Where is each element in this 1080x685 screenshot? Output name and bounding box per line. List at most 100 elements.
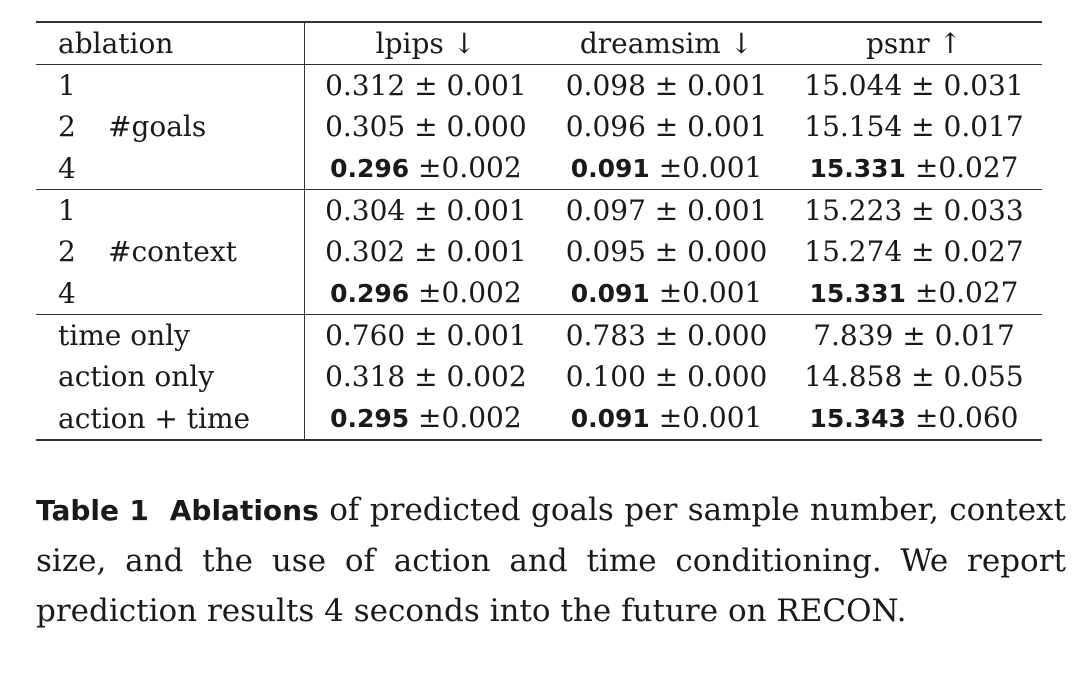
psnr-mean: 15.223	[804, 194, 903, 227]
psnr-mean: 15.331	[809, 279, 906, 308]
header-row: ablation lpips ↓ dreamsim ↓ psnr ↑	[36, 22, 1042, 65]
lpips-std: 0.002	[446, 360, 527, 393]
psnr-cell: 15.331 ±0.027	[809, 276, 1019, 309]
dreamsim-std: 0.001	[682, 401, 763, 434]
dreamsim-mean: 0.091	[570, 404, 650, 433]
dreamsim-mean: 0.098	[565, 69, 646, 102]
dreamsim-mean: 0.091	[570, 279, 650, 308]
lpips-mean: 0.760	[325, 319, 406, 352]
lpips-std: 0.001	[446, 69, 527, 102]
ablation-setting: time only	[36, 314, 305, 356]
table-row: 2 #context 0.302 ± 0.001 0.095 ± 0.000 15.27…	[36, 231, 1042, 272]
lpips-cell: 0.318 ± 0.002	[325, 360, 527, 393]
dreamsim-cell: 0.097 ± 0.001	[565, 194, 768, 227]
setting-value: 4	[58, 151, 76, 185]
caption-text: of predicted goals per sample number, co…	[36, 492, 1067, 629]
group-conditioning: time only 0.760 ± 0.001 0.783 ± 0.000 7.839…	[36, 314, 1042, 440]
ablation-setting: 4	[36, 147, 305, 190]
dreamsim-std: 0.001	[682, 276, 763, 309]
lpips-mean: 0.296	[330, 279, 410, 308]
lpips-cell: 0.296 ±0.002	[330, 151, 522, 184]
psnr-mean: 15.274	[804, 235, 903, 268]
lpips-cell: 0.760 ± 0.001	[325, 319, 527, 352]
psnr-mean: 7.839	[813, 319, 894, 352]
lpips-std: 0.000	[446, 110, 527, 143]
psnr-cell: 15.274 ± 0.027	[804, 235, 1024, 268]
dreamsim-cell: 0.098 ± 0.001	[565, 69, 768, 102]
setting-value: time only	[58, 319, 190, 352]
ablation-setting: action + time	[36, 397, 305, 440]
table-row: 1 0.304 ± 0.001 0.097 ± 0.001 15.223 ± 0.03…	[36, 189, 1042, 231]
dreamsim-std: 0.000	[687, 235, 768, 268]
lpips-std: 0.001	[446, 319, 527, 352]
psnr-std: 0.055	[943, 360, 1024, 393]
header-ablation: ablation	[36, 22, 305, 65]
table-row: time only 0.760 ± 0.001 0.783 ± 0.000 7.839…	[36, 314, 1042, 356]
setting-value: action + time	[58, 401, 251, 435]
dreamsim-mean: 0.783	[565, 319, 646, 352]
lpips-cell: 0.302 ± 0.001	[325, 235, 527, 268]
group-context: 1 0.304 ± 0.001 0.097 ± 0.001 15.223 ± 0.03…	[36, 189, 1042, 315]
psnr-std: 0.017	[934, 319, 1015, 352]
dreamsim-std: 0.001	[687, 110, 768, 143]
psnr-cell: 15.154 ± 0.017	[804, 110, 1024, 143]
dreamsim-std: 0.001	[687, 69, 768, 102]
lpips-std: 0.002	[441, 276, 522, 309]
psnr-mean: 14.858	[804, 360, 903, 393]
psnr-mean: 15.343	[809, 404, 906, 433]
group-label: #context	[108, 235, 237, 268]
ablation-setting: 2 #context	[36, 231, 305, 272]
dreamsim-std: 0.001	[682, 151, 763, 184]
lpips-cell: 0.312 ± 0.001	[325, 69, 527, 102]
lpips-mean: 0.304	[325, 194, 406, 227]
lpips-std: 0.002	[441, 401, 522, 434]
dreamsim-std: 0.000	[687, 319, 768, 352]
lpips-mean: 0.296	[330, 154, 410, 183]
psnr-cell: 14.858 ± 0.055	[804, 360, 1024, 393]
psnr-cell: 15.343 ±0.060	[809, 401, 1019, 434]
group-goals: 1 0.312 ± 0.001 0.098 ± 0.001 15.044 ± 0.03…	[36, 64, 1042, 190]
table-row: 4 0.296 ±0.002 0.091 ±0.001 15.331 ±0.027	[36, 147, 1042, 190]
group-label: #goals	[108, 110, 207, 143]
psnr-std: 0.017	[943, 110, 1024, 143]
lpips-cell: 0.304 ± 0.001	[325, 194, 527, 227]
lpips-mean: 0.318	[325, 360, 406, 393]
dreamsim-mean: 0.091	[570, 154, 650, 183]
header-lpips: lpips ↓	[375, 27, 477, 60]
psnr-std: 0.060	[938, 401, 1019, 434]
ablation-setting: 4	[36, 272, 305, 315]
table-row: 1 0.312 ± 0.001 0.098 ± 0.001 15.044 ± 0.03…	[36, 64, 1042, 106]
header-psnr: psnr ↑	[865, 27, 963, 60]
ablation-setting: 1	[36, 189, 305, 231]
lpips-cell: 0.305 ± 0.000	[325, 110, 527, 143]
dreamsim-mean: 0.100	[565, 360, 646, 393]
dreamsim-mean: 0.096	[565, 110, 646, 143]
ablation-setting: 1	[36, 64, 305, 106]
psnr-std: 0.027	[943, 235, 1024, 268]
dreamsim-std: 0.001	[687, 194, 768, 227]
lpips-cell: 0.295 ±0.002	[330, 401, 522, 434]
lpips-mean: 0.295	[330, 404, 410, 433]
setting-value: 1	[58, 69, 76, 102]
ablation-setting: action only	[36, 356, 305, 397]
psnr-cell: 15.331 ±0.027	[809, 151, 1019, 184]
header-dreamsim: dreamsim ↓	[579, 27, 754, 60]
dreamsim-cell: 0.091 ±0.001	[570, 276, 763, 309]
table-row: action + time 0.295 ±0.002 0.091 ±0.001 15.…	[36, 397, 1042, 440]
psnr-mean: 15.154	[804, 110, 903, 143]
caption-lead: Ablations	[169, 494, 319, 527]
dreamsim-cell: 0.096 ± 0.001	[565, 110, 768, 143]
psnr-mean: 15.044	[804, 69, 903, 102]
lpips-cell: 0.296 ±0.002	[330, 276, 522, 309]
psnr-cell: 15.223 ± 0.033	[804, 194, 1024, 227]
lpips-std: 0.001	[446, 194, 527, 227]
psnr-mean: 15.331	[809, 154, 906, 183]
psnr-std: 0.031	[943, 69, 1024, 102]
psnr-cell: 7.839 ± 0.017	[813, 319, 1015, 352]
lpips-mean: 0.305	[325, 110, 406, 143]
ablation-setting: 2 #goals	[36, 106, 305, 147]
lpips-std: 0.002	[441, 151, 522, 184]
setting-value: action only	[58, 360, 215, 393]
dreamsim-cell: 0.783 ± 0.000	[565, 319, 768, 352]
setting-value: 4	[58, 276, 76, 310]
